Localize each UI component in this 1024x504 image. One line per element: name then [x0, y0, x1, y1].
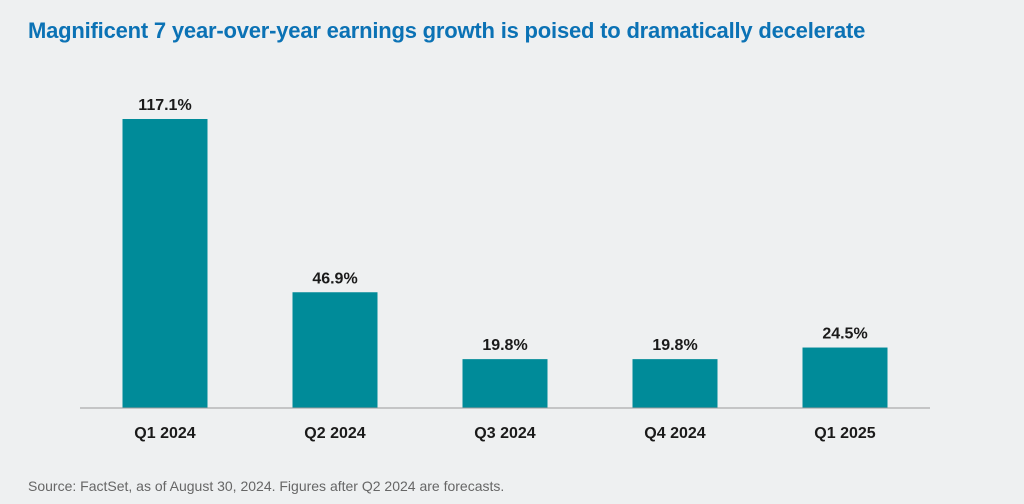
x-tick-label: Q2 2024 [304, 425, 365, 442]
x-tick-label: Q3 2024 [474, 425, 535, 442]
value-label: 19.8% [482, 337, 527, 354]
value-label: 24.5% [822, 326, 867, 343]
bar-q1-2025 [802, 347, 888, 408]
value-label: 117.1% [138, 97, 191, 114]
value-labels-group: 117.1% 46.9% 19.8% 19.8% 24.5% [138, 97, 867, 354]
chart-title: Magnificent 7 year-over-year earnings gr… [28, 18, 866, 43]
bars-group [122, 119, 888, 408]
bar-q4-2024 [632, 359, 718, 408]
x-tick-labels-group: Q1 2024 Q2 2024 Q3 2024 Q4 2024 Q1 2025 [134, 425, 875, 442]
x-tick-label: Q1 2024 [134, 425, 195, 442]
bar-q1-2024 [122, 119, 208, 408]
source-note: Source: FactSet, as of August 30, 2024. … [28, 478, 505, 494]
bar-q3-2024 [462, 359, 548, 408]
value-label: 46.9% [312, 270, 357, 287]
x-tick-label: Q4 2024 [644, 425, 705, 442]
x-tick-label: Q1 2025 [814, 425, 875, 442]
value-label: 19.8% [652, 337, 697, 354]
bar-q2-2024 [292, 292, 378, 408]
